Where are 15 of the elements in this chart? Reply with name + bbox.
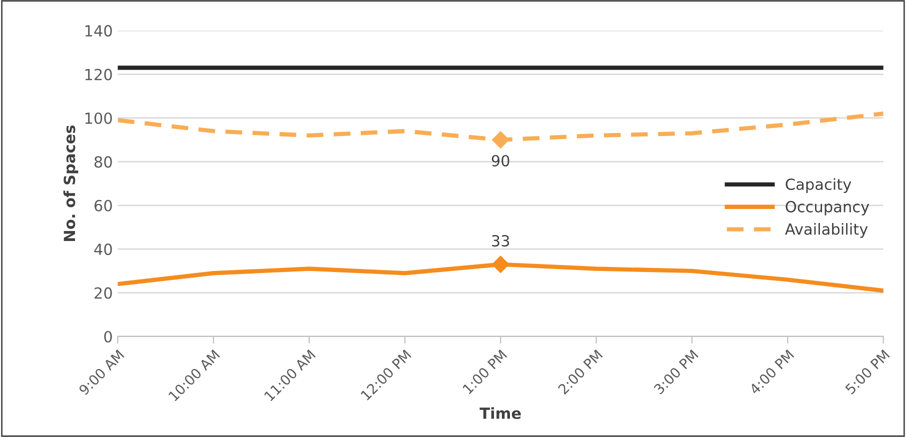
y-tick-label: 40 (94, 244, 112, 256)
y-axis-title: No. of Spaces (63, 125, 78, 241)
legend-label: Availability (785, 223, 868, 238)
data-label: 33 (492, 235, 510, 247)
y-tick-label: 60 (94, 200, 112, 212)
y-tick-label: 20 (94, 287, 112, 299)
y-tick-label: 100 (85, 112, 112, 124)
y-tick-label: 120 (85, 68, 112, 80)
data-label: 90 (492, 154, 510, 166)
legend-label: Occupancy (786, 200, 870, 216)
y-tick-label: 80 (94, 156, 112, 168)
x-axis-title: Time (480, 407, 521, 420)
y-tick-label: 140 (85, 25, 112, 37)
y-tick-label: 0 (104, 330, 112, 343)
legend-label: Capacity (786, 178, 852, 193)
